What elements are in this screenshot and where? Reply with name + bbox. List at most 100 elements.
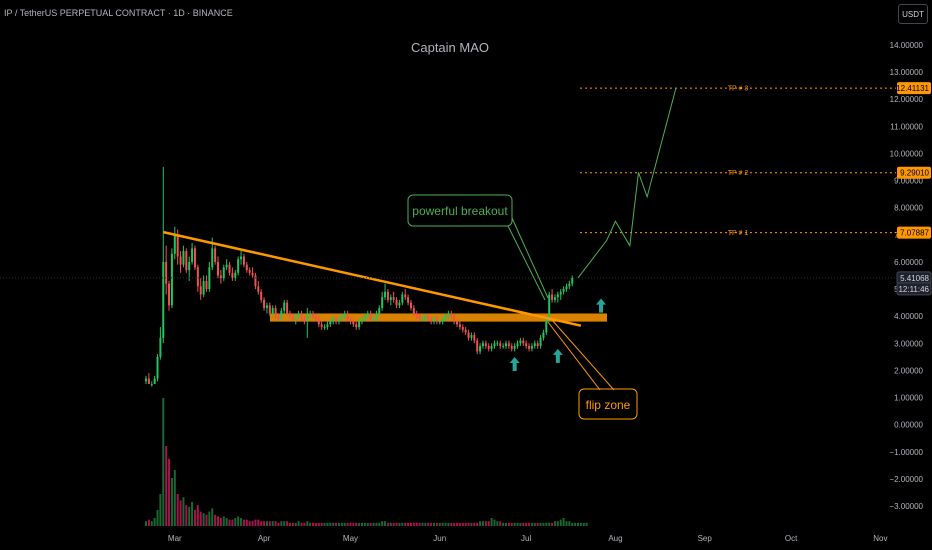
volume-bar xyxy=(346,522,349,526)
candle-body xyxy=(145,378,147,382)
volume-bar xyxy=(378,522,381,526)
candle-body xyxy=(363,316,366,319)
volume-bar xyxy=(263,521,266,526)
volume-bar xyxy=(556,521,559,526)
volume-bar xyxy=(156,510,159,526)
candle-body xyxy=(398,302,401,306)
volume-bar xyxy=(476,522,479,526)
candle-body xyxy=(222,267,225,279)
volume-bar xyxy=(173,470,176,526)
y-tick-label: −1.00000 xyxy=(889,448,923,457)
volume-bar xyxy=(251,521,254,526)
price-tag-box xyxy=(896,282,932,296)
candle-body xyxy=(147,378,150,384)
volume-bar xyxy=(562,518,565,526)
y-tick-label: 8.00000 xyxy=(894,204,923,213)
candle-body xyxy=(234,272,237,279)
candle-body xyxy=(199,286,202,295)
volume-bar xyxy=(424,522,427,526)
volume-bar xyxy=(217,516,219,526)
candle-body xyxy=(300,313,303,319)
volume-bar xyxy=(248,521,251,526)
candle-body xyxy=(392,297,395,300)
tp-label: TP # 3 xyxy=(728,86,749,93)
y-tick-label: 9.00000 xyxy=(894,177,923,186)
price-tag-label: 7.07887 xyxy=(900,229,929,238)
x-tick-label: Jul xyxy=(521,534,531,543)
candle-body xyxy=(170,253,173,306)
volume-bar xyxy=(303,522,306,526)
y-tick-label: 3.00000 xyxy=(894,339,923,348)
volume-bar xyxy=(349,522,352,526)
symbol-header[interactable]: IP / TetherUS PERPETUAL CONTRACT · 1D · … xyxy=(4,8,233,18)
y-tick-label: 13.00000 xyxy=(890,68,924,77)
flip-callout-box xyxy=(578,388,638,420)
volume-bar xyxy=(335,522,338,526)
candle-body xyxy=(484,343,487,347)
candle-body xyxy=(329,321,332,325)
volume-bar xyxy=(361,522,363,526)
volume-bar xyxy=(231,519,234,526)
candle-body xyxy=(556,294,559,298)
candle-body xyxy=(516,343,519,347)
volume-bar xyxy=(389,522,392,526)
candle-body xyxy=(378,308,381,314)
candle-body xyxy=(289,313,291,317)
candle-body xyxy=(551,294,554,300)
volume-bar xyxy=(260,521,263,526)
volume-bar xyxy=(490,518,493,526)
volume-bar xyxy=(363,522,366,526)
volume-bars xyxy=(145,398,588,526)
volume-bar xyxy=(510,522,513,526)
candle-body xyxy=(208,267,211,290)
candle-body xyxy=(481,343,484,347)
volume-bar xyxy=(467,522,470,526)
volume-bar xyxy=(381,521,384,526)
candle-body xyxy=(395,299,398,306)
volume-bar xyxy=(145,521,147,526)
candle-body xyxy=(231,272,234,279)
y-tick-label: 6.00000 xyxy=(894,258,923,267)
volume-bar xyxy=(409,522,412,526)
currency-button[interactable]: USDT xyxy=(898,4,928,24)
candle-body xyxy=(366,313,369,317)
x-tick-label: May xyxy=(343,534,358,543)
flip-pointer xyxy=(547,321,601,391)
candle-body xyxy=(205,280,208,290)
volume-bar xyxy=(214,514,217,526)
volume-bar xyxy=(297,521,300,526)
volume-bar xyxy=(352,522,355,526)
tp-label: TP # 2 xyxy=(728,170,749,177)
volume-bar xyxy=(507,522,510,526)
candle-body xyxy=(306,316,309,322)
time-axis[interactable]: Mar Apr May Jun Jul Aug Sep Oct Nov xyxy=(168,534,888,543)
candle-body xyxy=(571,277,574,284)
up-arrow-icon xyxy=(596,298,607,313)
candle-body xyxy=(173,234,176,254)
trendline xyxy=(163,230,582,327)
volume-bar xyxy=(505,522,507,526)
volume-bar xyxy=(539,522,542,526)
volume-bar xyxy=(530,522,533,526)
candle-body xyxy=(358,321,361,328)
y-tick-label: 10.00000 xyxy=(890,149,924,158)
volume-bar xyxy=(179,500,182,526)
candle-body xyxy=(513,346,516,349)
volume-bar xyxy=(228,519,231,526)
candle-body xyxy=(245,264,248,271)
candle-body xyxy=(294,316,297,319)
candle-body xyxy=(277,316,280,319)
candle-body xyxy=(361,318,363,322)
volume-bar xyxy=(484,521,487,526)
volume-bar xyxy=(306,521,309,526)
candle-body xyxy=(407,297,410,303)
volume-bar xyxy=(257,519,260,526)
candle-body xyxy=(505,343,507,347)
candle-body xyxy=(456,321,459,325)
candle-body xyxy=(254,275,257,287)
volume-bar xyxy=(168,458,171,526)
candle-body xyxy=(150,383,153,385)
candle-body xyxy=(257,286,260,292)
volume-bar xyxy=(386,522,389,526)
